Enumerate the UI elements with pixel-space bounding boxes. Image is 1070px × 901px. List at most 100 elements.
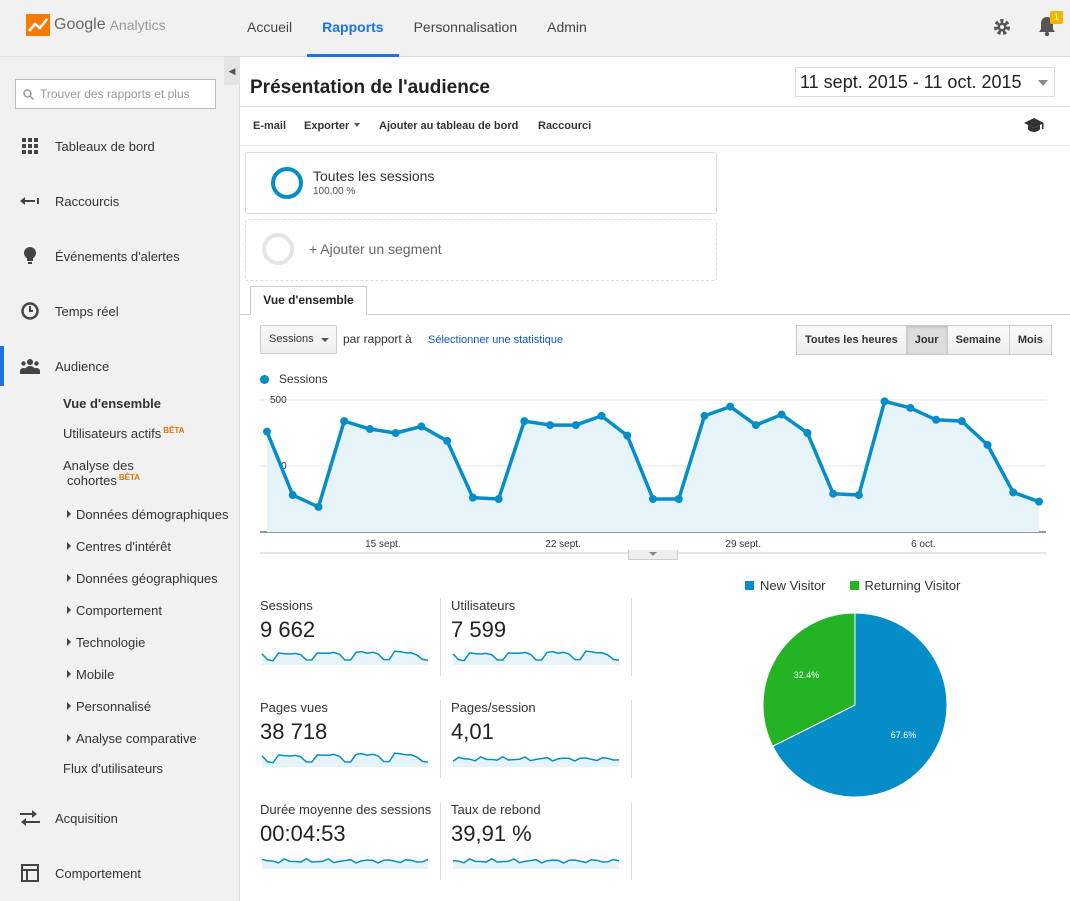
chart-legend[interactable]: Sessions	[260, 372, 328, 386]
logo-product: Analytics	[109, 17, 166, 33]
kpi-pageviews[interactable]: Pages vues 38 718	[260, 700, 440, 775]
kpi-bounce-rate[interactable]: Taux de rebond 39,91 %	[451, 802, 631, 877]
kpi-avg-session-duration[interactable]: Durée moyenne des sessions 00:04:53	[260, 802, 450, 877]
visitor-pie-chart[interactable]: 67.6% 32.4%	[760, 610, 950, 800]
sparkline-fill	[262, 858, 428, 869]
sidebar-item-realtime[interactable]: Temps réel	[0, 291, 239, 331]
sidebar-sub-technology[interactable]: Technologie	[67, 635, 145, 650]
tab-overview[interactable]: Vue d'ensemble	[250, 286, 367, 315]
tab-bar	[240, 313, 1070, 315]
kpi-label: Taux de rebond	[451, 802, 541, 817]
data-point	[726, 402, 735, 411]
chart-expand-handle[interactable]	[628, 550, 678, 560]
kpi-value: 9 662	[260, 617, 316, 642]
add-to-dashboard-button[interactable]: Ajouter au tableau de bord	[379, 120, 519, 132]
sidebar-item-label: Temps réel	[55, 303, 119, 319]
sidebar-sub-geo[interactable]: Données géographiques	[67, 571, 218, 586]
sidebar-sub-custom[interactable]: Personnalisé	[67, 699, 151, 714]
gear-icon[interactable]	[992, 17, 1012, 37]
search-placeholder: Trouver des rapports et plus	[40, 87, 190, 101]
date-range-picker[interactable]: 11 sept. 2015 - 11 oct. 2015	[795, 67, 1055, 97]
legend-returning-visitor[interactable]: Returning Visitor	[849, 578, 973, 593]
x-tick-label: 15 sept.	[365, 539, 401, 550]
granularity-month-button[interactable]: Mois	[1008, 325, 1052, 355]
sidebar-sub-users-flow[interactable]: Flux d'utilisateurs	[63, 761, 164, 776]
sidebar-item-label: Comportement	[55, 865, 141, 881]
google-analytics-logo[interactable]: Google Analytics	[26, 14, 166, 36]
sidebar-item-behavior[interactable]: Comportement	[0, 853, 239, 893]
graduation-cap-icon[interactable]	[1023, 117, 1045, 133]
sidebar-sub-behavior[interactable]: Comportement	[67, 603, 162, 618]
email-button[interactable]: E-mail	[253, 120, 287, 132]
granularity-week-button[interactable]: Semaine	[946, 325, 1010, 355]
segment-card[interactable]: Toutes les sessions 100,00 %	[245, 152, 717, 214]
sessions-line-chart[interactable]: 50025015 sept.22 sept.29 sept.6 oct.	[260, 392, 1046, 554]
x-tick-label: 22 sept.	[545, 539, 581, 550]
kpi-label: Pages/session	[451, 700, 536, 715]
sidebar-item-alerts[interactable]: Événements d'alertes	[0, 236, 239, 276]
sidebar-item-audience[interactable]: Audience	[0, 346, 239, 386]
kpi-sessions[interactable]: Sessions 9 662	[260, 598, 440, 673]
sidebar-sub-demographics[interactable]: Données démographiques	[67, 507, 229, 522]
area-fill	[267, 401, 1039, 532]
sidebar-sub-benchmarking[interactable]: Analyse comparative	[67, 731, 197, 746]
sidebar-sub-active-users[interactable]: Utilisateurs actifs BÊTA	[63, 426, 184, 441]
sidebar-sub-mobile[interactable]: Mobile	[67, 667, 114, 682]
data-point	[340, 417, 349, 426]
pie-slice	[762, 612, 856, 747]
data-point	[983, 440, 992, 449]
sidebar-item-label: Audience	[55, 358, 110, 374]
nav-home[interactable]: Accueil	[247, 19, 293, 35]
chevron-down-icon	[354, 123, 361, 127]
sparkline-line	[452, 650, 620, 662]
sub-label: Analyse des	[63, 458, 134, 473]
sub-label: Mobile	[76, 667, 115, 682]
sparkline-line	[261, 857, 429, 864]
granularity-hourly-button[interactable]: Toutes les heures	[796, 325, 907, 355]
sidebar-sub-cohort[interactable]: Analyse des cohortes BÊTA	[63, 458, 140, 488]
sparkline-fill	[262, 651, 428, 665]
shortcut-button[interactable]: Raccourci	[538, 120, 592, 132]
sidebar-item-shortcuts[interactable]: Raccourcis	[0, 181, 239, 221]
sidebar-sub-interests[interactable]: Centres d'intérêt	[67, 539, 171, 554]
add-segment-button[interactable]: + Ajouter un segment	[245, 219, 717, 281]
sparkline	[261, 857, 429, 869]
segment-ring-icon	[262, 233, 294, 265]
grid-icon	[20, 136, 40, 156]
y-tick-label: 500	[270, 395, 287, 406]
nav-customization[interactable]: Personnalisation	[413, 19, 518, 35]
legend-new-visitor[interactable]: New Visitor	[745, 578, 838, 593]
sidebar-item-acquisition[interactable]: Acquisition	[0, 798, 239, 838]
segment-ring-icon	[271, 167, 303, 199]
legend-swatch	[745, 581, 754, 590]
data-point	[906, 403, 915, 412]
granularity-day-button[interactable]: Jour	[905, 325, 948, 355]
date-range-text: 11 sept. 2015 - 11 oct. 2015	[800, 72, 1022, 92]
kpi-pages-per-session[interactable]: Pages/session 4,01	[451, 700, 631, 775]
sidebar-collapse-button[interactable]: ◀	[224, 57, 240, 85]
export-button[interactable]: Exporter	[304, 120, 361, 132]
nav-admin[interactable]: Admin	[547, 19, 587, 35]
data-point	[880, 397, 889, 406]
metric-select[interactable]: Sessions	[260, 325, 337, 354]
divider	[631, 700, 632, 778]
sidebar-item-label: Raccourcis	[55, 193, 120, 209]
sub-label: Technologie	[76, 635, 146, 650]
sub-label: Personnalisé	[76, 699, 152, 714]
x-tick-label: 6 oct.	[911, 539, 935, 550]
report-search-input[interactable]: Trouver des rapports et plus	[15, 79, 216, 109]
divider	[631, 802, 632, 880]
kpi-users[interactable]: Utilisateurs 7 599	[451, 598, 631, 673]
sparkline	[261, 650, 429, 665]
segment-name: Toutes les sessions	[313, 168, 435, 184]
sidebar-item-label: Acquisition	[55, 810, 118, 826]
chevron-down-icon	[321, 338, 329, 342]
nav-reports[interactable]: Rapports	[307, 0, 399, 57]
data-point	[829, 489, 838, 498]
sidebar-item-dashboards[interactable]: Tableaux de bord	[0, 126, 239, 166]
expand-triangle-icon	[67, 670, 71, 678]
sub-label: cohortes	[67, 473, 117, 488]
sidebar-sub-overview[interactable]: Vue d'ensemble	[63, 396, 161, 411]
sub-label: Utilisateurs actifs	[63, 426, 162, 441]
select-stat-link[interactable]: Sélectionner une statistique	[428, 334, 564, 346]
